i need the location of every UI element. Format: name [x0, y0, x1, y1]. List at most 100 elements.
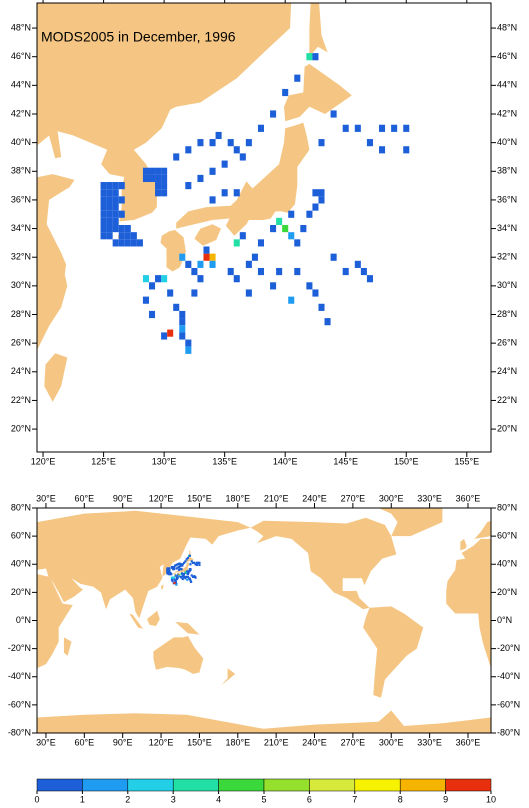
- observation-cell: [221, 189, 228, 197]
- observation-cell: [294, 74, 301, 82]
- observation-cell: [180, 568, 183, 571]
- observation-cell: [288, 296, 295, 304]
- colorbar-segment: [218, 778, 265, 792]
- observation-cell: [190, 574, 193, 577]
- map-title: MODS2005 in December, 1996: [41, 29, 236, 45]
- observation-cell: [318, 139, 325, 147]
- y-tick-label: 40°N: [11, 137, 31, 147]
- observation-cell: [170, 572, 173, 576]
- observation-cell: [167, 329, 174, 337]
- land: [161, 584, 164, 590]
- observation-cell: [187, 571, 190, 574]
- observation-cell: [182, 574, 185, 577]
- y-tick-label: 40°N: [497, 137, 517, 147]
- y-tick-label: -80°N: [8, 727, 31, 737]
- observation-cell: [177, 575, 181, 578]
- observation-cell: [306, 282, 313, 290]
- x-tick-label: 135°E: [212, 456, 237, 466]
- observation-cell: [318, 189, 325, 197]
- observation-cell: [270, 282, 277, 290]
- observation-cell: [173, 153, 180, 161]
- y-tick-label: 0°N: [16, 615, 31, 625]
- observation-cell: [245, 260, 252, 268]
- observation-cell: [354, 124, 361, 132]
- observation-cell: [173, 303, 180, 311]
- observation-cell: [197, 174, 204, 183]
- observation-cell: [176, 563, 179, 566]
- observation-cell: [185, 558, 188, 561]
- observation-cell: [191, 561, 195, 564]
- land: [175, 621, 200, 635]
- observation-cell: [360, 267, 367, 276]
- observation-cell: [100, 189, 107, 197]
- colorbar-label: 1: [80, 794, 85, 804]
- observation-cell: [148, 174, 156, 183]
- observation-cell: [354, 260, 361, 268]
- y-tick-label: 80°N: [497, 502, 517, 512]
- colorbar-segment: [82, 778, 129, 792]
- land: [37, 3, 292, 351]
- observation-cell: [312, 203, 319, 211]
- observation-cell: [270, 110, 277, 118]
- y-tick-label: -60°N: [8, 699, 31, 709]
- land: [160, 230, 186, 272]
- observation-cell: [209, 167, 216, 175]
- observation-cell: [174, 580, 177, 583]
- observation-cell: [112, 189, 119, 197]
- observation-cell: [161, 174, 168, 183]
- observation-cell: [177, 568, 181, 571]
- land: [221, 668, 236, 686]
- observation-cell: [330, 253, 337, 261]
- colorbar-segment: [127, 778, 174, 792]
- y-tick-label: 80°N: [11, 502, 31, 512]
- observation-cell: [197, 275, 204, 283]
- observation-cell: [282, 88, 289, 97]
- observation-cell: [294, 267, 301, 276]
- observation-cell: [185, 346, 192, 354]
- x-tick-label: 120°E: [149, 737, 174, 747]
- observation-cell: [175, 563, 178, 567]
- observation-cell: [148, 282, 156, 290]
- x-tick-label: 150°E: [187, 737, 212, 747]
- y-tick-label: 30°N: [11, 280, 31, 290]
- observation-cell: [186, 575, 190, 579]
- observation-cell: [189, 563, 192, 566]
- y-tick-label: 46°N: [11, 51, 31, 61]
- observation-cell: [106, 210, 113, 218]
- colorbar-segment: [309, 778, 356, 792]
- y-tick-label: 24°N: [11, 366, 31, 376]
- observation-cell: [182, 572, 186, 576]
- y-tick-label: 36°N: [11, 194, 31, 204]
- x-tick-label: 145°E: [333, 456, 358, 466]
- observation-cell: [191, 267, 198, 276]
- x-tick-label: 360°E: [456, 493, 481, 503]
- x-tick-label: 360°E: [456, 737, 481, 747]
- y-tick-label: 38°N: [11, 166, 31, 176]
- y-tick-label: -40°N: [8, 671, 31, 681]
- colorbar-label: 3: [171, 794, 176, 804]
- observation-cell: [175, 577, 179, 581]
- colorbar-label: 0: [34, 794, 39, 804]
- observation-cell: [142, 275, 149, 283]
- x-tick-label: 180°E: [225, 737, 250, 747]
- y-tick-label: 22°N: [497, 395, 517, 405]
- land: [363, 606, 424, 698]
- y-tick-label: 60°N: [497, 531, 517, 541]
- land: [309, 3, 328, 57]
- observation-cell: [227, 139, 234, 147]
- observation-cell: [233, 239, 240, 247]
- land: [63, 637, 72, 656]
- y-tick-label: 32°N: [497, 252, 517, 262]
- observation-cell: [186, 572, 190, 576]
- observation-cell: [239, 153, 246, 161]
- observation-cell: [142, 167, 149, 175]
- observation-cell: [118, 232, 125, 240]
- observation-cell: [172, 568, 175, 571]
- observation-cell: [112, 196, 119, 204]
- observation-cell: [155, 174, 162, 183]
- land-top: [37, 3, 352, 402]
- observation-cell: [181, 563, 184, 566]
- observation-cell: [155, 275, 162, 283]
- observations-top: [100, 53, 410, 354]
